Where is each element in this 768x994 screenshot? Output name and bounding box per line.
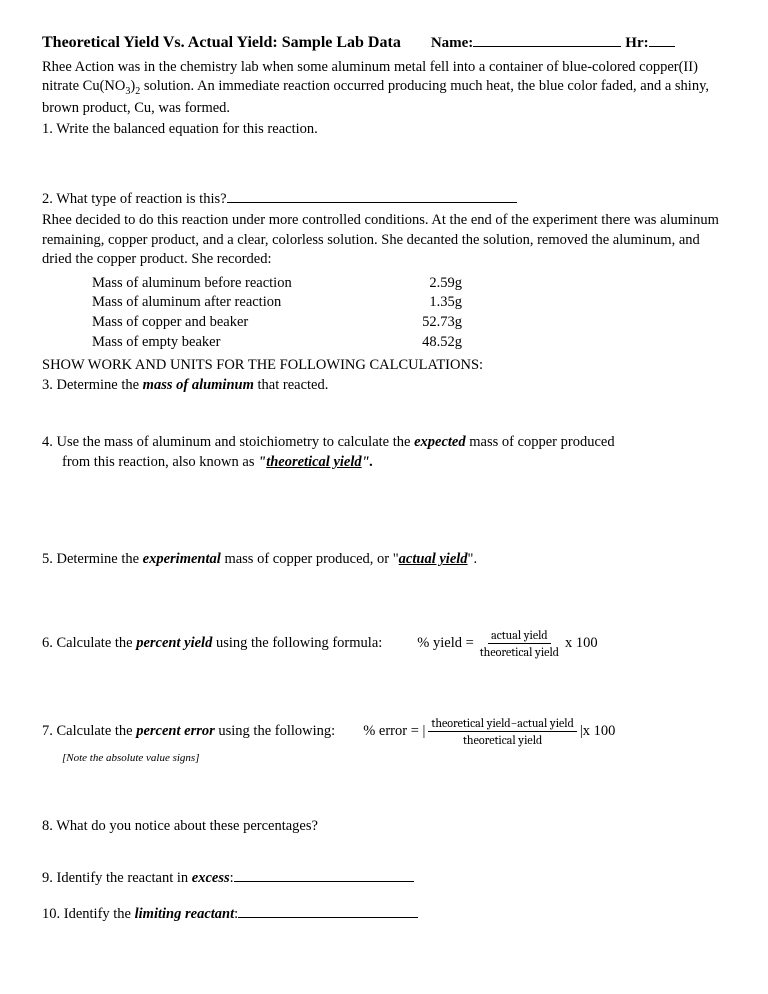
- hr-label: Hr:: [625, 33, 648, 53]
- q4-line2: from this reaction, also known as "theor…: [42, 453, 726, 473]
- q5-c: mass of copper produced, or ": [221, 551, 399, 567]
- q6-text: 6. Calculate the percent yield using the…: [42, 634, 382, 654]
- q9-blank[interactable]: [234, 867, 414, 882]
- q6-formula: % yield = actual yield theoretical yield…: [417, 628, 597, 660]
- q6-a: 6. Calculate the: [42, 635, 136, 651]
- q5-b: experimental: [143, 551, 221, 567]
- name-label: Name:: [431, 33, 473, 53]
- denominator: theoretical yield: [460, 732, 545, 747]
- data-value: 2.59g: [402, 274, 462, 294]
- q7-b: percent error: [136, 723, 215, 739]
- q6-c: using the following formula:: [212, 635, 382, 651]
- q7-times: x 100: [583, 722, 616, 742]
- question-4: 4. Use the mass of aluminum and stoichio…: [42, 433, 726, 472]
- q4-e: "theoretical yield".: [258, 454, 373, 470]
- hr-blank[interactable]: [649, 32, 675, 47]
- table-row: Mass of empty beaker 48.52g: [92, 333, 726, 353]
- question-9: 9. Identify the reactant in excess:: [42, 867, 726, 889]
- data-table: Mass of aluminum before reaction 2.59g M…: [92, 274, 726, 352]
- table-row: Mass of copper and beaker 52.73g: [92, 313, 726, 333]
- q9-b: excess: [192, 870, 230, 886]
- numerator: actual yield: [488, 628, 551, 644]
- q4-a: 4. Use the mass of aluminum and stoichio…: [42, 434, 414, 450]
- data-label: Mass of copper and beaker: [92, 313, 402, 333]
- q2-blank[interactable]: [227, 188, 517, 203]
- table-row: Mass of aluminum before reaction 2.59g: [92, 274, 726, 294]
- name-blank[interactable]: [473, 32, 621, 47]
- question-2-block: 2. What type of reaction is this? Rhee d…: [42, 188, 726, 270]
- data-value: 52.73g: [402, 313, 462, 333]
- fraction: theoretical yield−actual yield theoretic…: [428, 716, 576, 748]
- page-title: Theoretical Yield Vs. Actual Yield: Samp…: [42, 32, 401, 54]
- header-line: Theoretical Yield Vs. Actual Yield: Samp…: [42, 32, 726, 54]
- q6-times: x 100: [565, 634, 598, 654]
- question-1: 1. Write the balanced equation for this …: [42, 120, 726, 140]
- q4-d: from this reaction, also known as: [62, 454, 258, 470]
- q7-text: 7. Calculate the percent error using the…: [42, 722, 335, 742]
- question-2-prompt: 2. What type of reaction is this?: [42, 191, 227, 207]
- worksheet-page: Theoretical Yield Vs. Actual Yield: Samp…: [0, 0, 768, 994]
- q7-formula: % error = | theoretical yield−actual yie…: [363, 716, 615, 748]
- q7-a: 7. Calculate the: [42, 723, 136, 739]
- q3-c: that reacted.: [254, 377, 328, 393]
- q5-d: actual yield: [399, 551, 468, 567]
- q7-c: using the following:: [215, 723, 335, 739]
- fraction: actual yield theoretical yield: [477, 628, 562, 660]
- q10-blank[interactable]: [238, 903, 418, 918]
- show-work-heading: SHOW WORK AND UNITS FOR THE FOLLOWING CA…: [42, 356, 726, 376]
- q10-b: limiting reactant: [135, 906, 235, 922]
- intro-text-c: solution. An immediate reaction occurred…: [42, 78, 709, 115]
- table-row: Mass of aluminum after reaction 1.35g: [92, 293, 726, 313]
- q4-e-inner: theoretical yield: [266, 454, 361, 470]
- q6-lhs: % yield =: [417, 634, 474, 654]
- question-5: 5. Determine the experimental mass of co…: [42, 550, 726, 570]
- numerator: theoretical yield−actual yield: [428, 716, 576, 732]
- question-6: 6. Calculate the percent yield using the…: [42, 628, 726, 660]
- q3-b: mass of aluminum: [143, 377, 254, 393]
- question-8: 8. What do you notice about these percen…: [42, 817, 726, 837]
- q4-c: mass of copper produced: [466, 434, 615, 450]
- q7-lhs: % error = |: [363, 722, 425, 742]
- q10-a: 10. Identify the: [42, 906, 135, 922]
- q3-a: 3. Determine the: [42, 377, 143, 393]
- q7-note: [Note the absolute value signs]: [62, 751, 726, 766]
- question-10: 10. Identify the limiting reactant:: [42, 903, 726, 925]
- data-value: 48.52g: [402, 333, 462, 353]
- denominator: theoretical yield: [477, 644, 562, 659]
- q5-e: ".: [468, 551, 478, 567]
- q6-b: percent yield: [136, 635, 212, 651]
- q9-a: 9. Identify the reactant in: [42, 870, 192, 886]
- data-label: Mass of aluminum after reaction: [92, 293, 402, 313]
- question-3: 3. Determine the mass of aluminum that r…: [42, 376, 726, 396]
- data-label: Mass of empty beaker: [92, 333, 402, 353]
- question-2-followup: Rhee decided to do this reaction under m…: [42, 211, 726, 270]
- data-label: Mass of aluminum before reaction: [92, 274, 402, 294]
- q4-b: expected: [414, 434, 466, 450]
- q5-a: 5. Determine the: [42, 551, 143, 567]
- q7-row: 7. Calculate the percent error using the…: [42, 716, 726, 748]
- intro-paragraph: Rhee Action was in the chemistry lab whe…: [42, 58, 726, 119]
- question-7: 7. Calculate the percent error using the…: [42, 716, 726, 766]
- data-value: 1.35g: [402, 293, 462, 313]
